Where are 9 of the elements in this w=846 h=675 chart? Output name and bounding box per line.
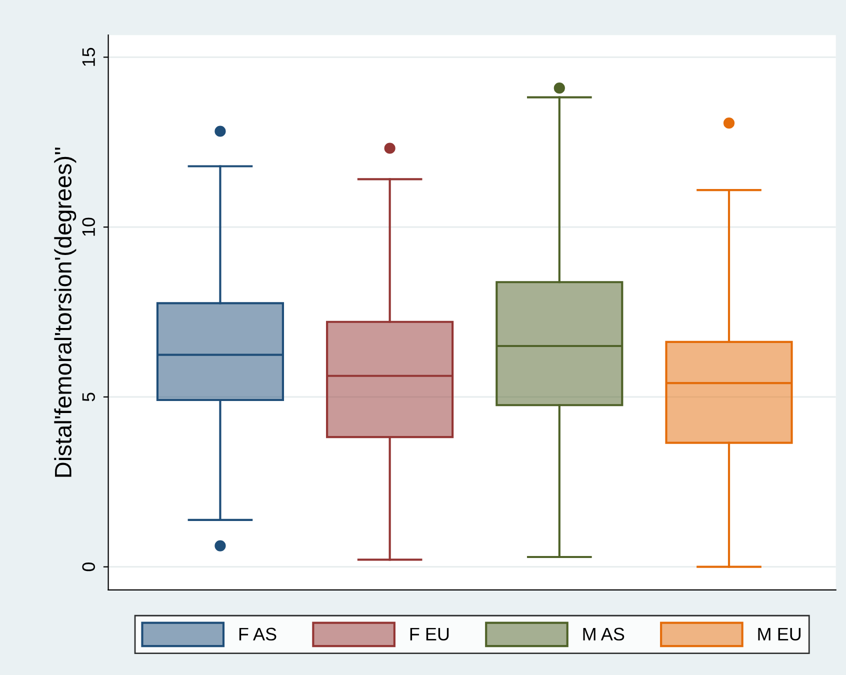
y-tick-label: 10 (82, 218, 95, 236)
legend-label: F EU (410, 628, 449, 641)
y-tick-label: 0 (82, 562, 95, 572)
y-tick-label: 5 (82, 392, 95, 402)
y-axis-title: Distal'femoral'torsion'(degrees)'' (54, 148, 76, 477)
legend-label: M AS (583, 628, 624, 641)
legend-label: M EU (758, 628, 801, 641)
y-tick-label: 15 (82, 48, 95, 66)
legend-label: F AS (239, 628, 276, 641)
